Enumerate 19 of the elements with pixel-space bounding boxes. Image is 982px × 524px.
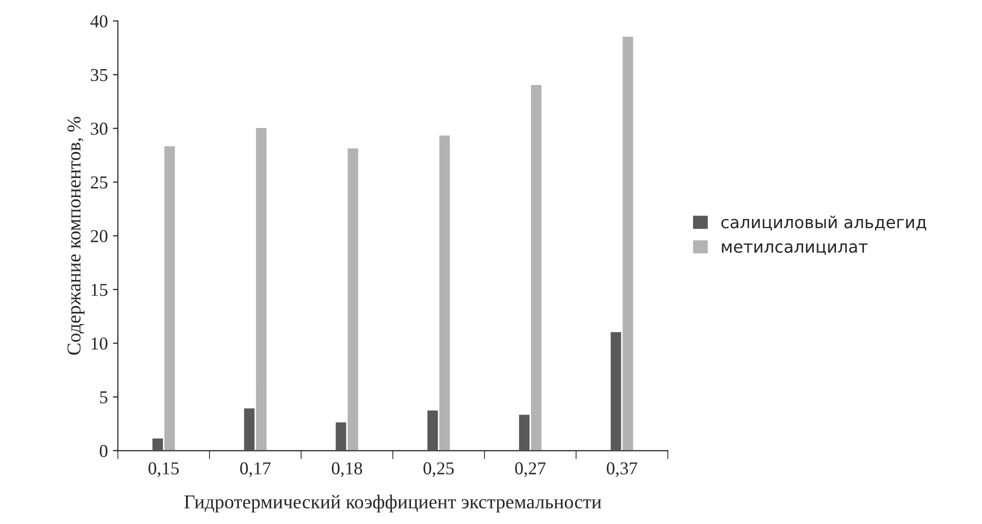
y-tick-label: 15 bbox=[92, 284, 108, 296]
legend-label: метилсалицилат bbox=[722, 243, 868, 255]
x-tick-label: 0,17 bbox=[240, 462, 271, 478]
x-tick-label: 0,18 bbox=[332, 462, 362, 478]
y-axis-title: Содержание компонентов, % bbox=[67, 116, 85, 355]
y-tick-label: 0 bbox=[100, 444, 108, 458]
y-tick-label: 40 bbox=[90, 15, 108, 28]
x-tick-label: 0,27 bbox=[515, 462, 546, 478]
y-tick-label: 30 bbox=[90, 122, 108, 135]
y-tick-label: 10 bbox=[92, 337, 108, 350]
x-tick-label: 0,15 bbox=[148, 462, 179, 478]
y-tick-label: 25 bbox=[90, 176, 108, 189]
x-tick-label: 0,25 bbox=[424, 462, 454, 478]
y-tick-label: 35 bbox=[90, 68, 108, 82]
x-tick-label: 0,37 bbox=[606, 462, 638, 478]
y-tick-label: 5 bbox=[100, 391, 108, 404]
x-axis-title: Гидротермический коэффициент экстремальности bbox=[184, 494, 602, 512]
y-tick-label: 20 bbox=[90, 230, 108, 242]
legend-label: салициловый альдегид bbox=[721, 216, 926, 230]
